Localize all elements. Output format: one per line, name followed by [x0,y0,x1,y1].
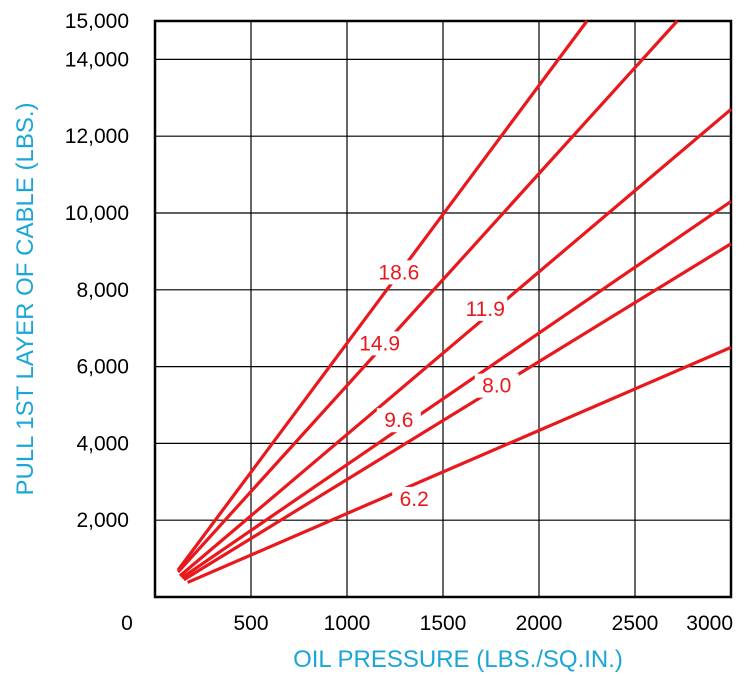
y-tick-label: 6,000 [76,356,129,379]
x-tick-label: 0 [121,612,133,635]
y-tick-label: 2,000 [76,509,129,532]
y-tick-label: 12,000 [65,125,129,148]
series-label-bg [376,408,421,433]
x-tick-labels: 0 500 1000 1500 2000 2500 3000 [121,612,733,635]
x-tick-label: 2500 [612,612,659,635]
series-label-bg [474,373,519,398]
x-tick-label: 2000 [516,612,563,635]
y-tick-label: 10,000 [65,202,129,225]
series-line-9.6 [180,200,732,580]
y-tick-label: 15,000 [65,10,129,33]
x-tick-label: 1000 [324,612,371,635]
series-label-bg [463,296,508,321]
series-line-18.6 [176,20,589,572]
x-tick-label: 500 [233,612,268,635]
series-label-9.6: 9.6 [384,409,413,432]
x-tick-label: 3000 [686,612,733,635]
plot-frame [153,19,733,599]
series-label-8.0: 8.0 [482,375,511,398]
series-label-6.2: 6.2 [400,488,429,511]
y-axis-title: PULL 1ST LAYER OF CABLE (LBS.) [12,102,39,495]
x-axis-title: OIL PRESSURE (LBS./SQ.IN.) [293,646,623,673]
series-labels: 18.6 14.9 11.9 9.6 8.0 6.2 [357,260,519,511]
y-tick-label: 14,000 [65,48,129,71]
x-tick-label: 1500 [420,612,467,635]
series-line-8.0 [182,242,732,582]
y-tick-labels: 2,000 4,000 6,000 8,000 10,000 12,000 14,000 15… [65,10,129,532]
series-line-14.9 [176,19,679,574]
series-label-11.9: 11.9 [466,298,505,321]
series-label-bg [376,260,421,285]
y-tick-label: 8,000 [76,279,129,302]
series-line-11.9 [178,108,733,578]
series-lines [176,19,733,584]
y-tick-label: 4,000 [76,432,129,455]
series-label-18.6: 18.6 [378,261,419,284]
series-label-bg [392,486,437,511]
series-line-6.2 [187,345,732,584]
grid [155,21,731,597]
series-label-14.9: 14.9 [359,332,400,355]
series-label-bg [357,331,402,356]
